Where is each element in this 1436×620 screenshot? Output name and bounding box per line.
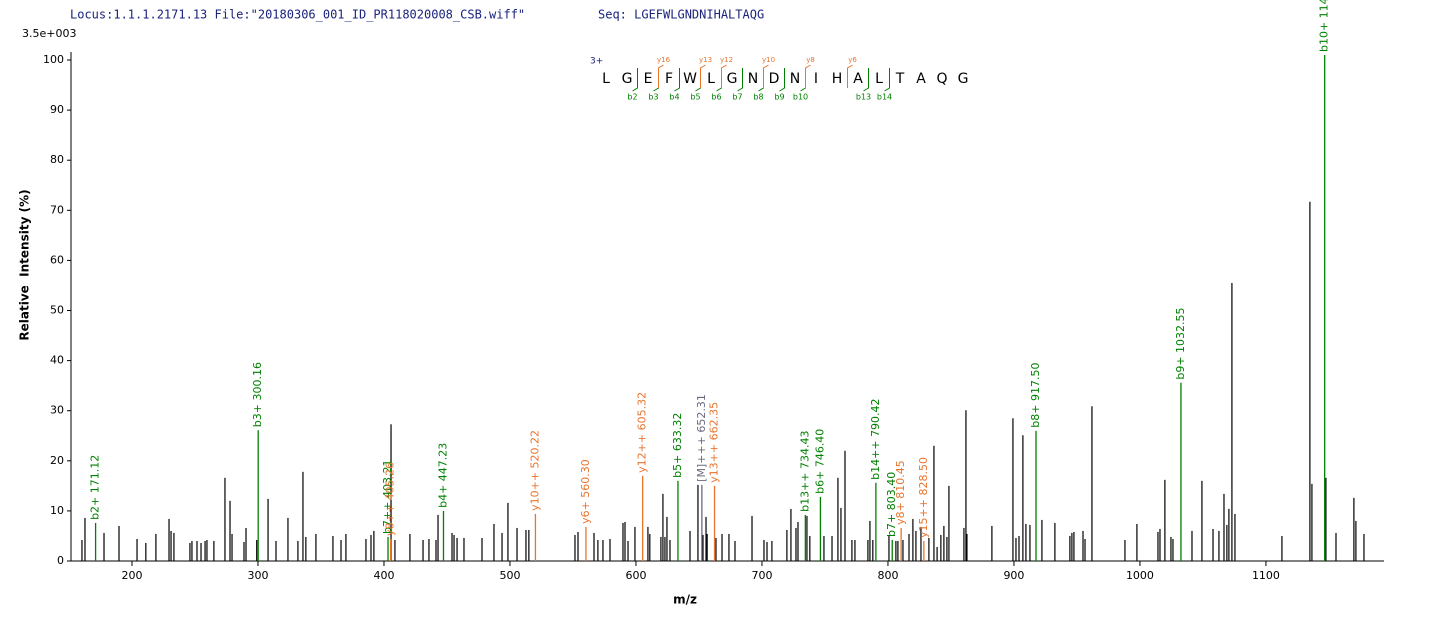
- residue: G: [727, 71, 738, 87]
- y-ion-label: y13: [699, 56, 712, 64]
- peak-label: y12++ 605.32: [636, 392, 649, 473]
- residue: N: [790, 71, 800, 87]
- x-tick-label: 200: [121, 569, 142, 582]
- y-bracket: [763, 64, 769, 88]
- b-ion-label: b14: [877, 93, 892, 102]
- peak-label: y8++ 405.26: [384, 462, 397, 536]
- scale-label: 3.5e+003: [22, 27, 76, 40]
- x-tick-label: 1000: [1126, 569, 1154, 582]
- peak-label: b4+ 447.23: [436, 443, 449, 508]
- residue: H: [832, 71, 843, 87]
- residue: E: [644, 71, 653, 87]
- y-bracket: [721, 64, 727, 88]
- x-tick-label: 800: [877, 569, 898, 582]
- y-ion-label: y6: [848, 56, 857, 64]
- peak-label: b5+ 633.32: [671, 413, 684, 478]
- peak-label: y15++ 828.50: [917, 457, 930, 538]
- b-ion-label: b9: [774, 93, 784, 102]
- residue: G: [622, 71, 633, 87]
- b-ion-label: b6: [711, 93, 721, 102]
- peak-label: b7+ 803.40: [885, 472, 898, 537]
- peak-label: b6+ 746.40: [813, 429, 826, 494]
- residue: W: [683, 71, 697, 87]
- peak-label: y6+ 560.30: [579, 459, 592, 524]
- b-bracket: [758, 68, 764, 92]
- b-bracket: [653, 68, 659, 92]
- y-bracket: [700, 64, 706, 88]
- residue: A: [853, 71, 863, 87]
- b-ion-label: b7: [732, 93, 742, 102]
- peak-label: y8+ 810.45: [894, 460, 907, 525]
- residue: D: [769, 71, 780, 87]
- y-ion-label: y10: [762, 56, 775, 64]
- y-tick-label: 20: [50, 454, 64, 467]
- b-bracket: [716, 68, 722, 92]
- peak-label: y10++ 520.22: [528, 430, 541, 511]
- residue: Q: [936, 71, 947, 87]
- y-tick-label: 60: [50, 253, 64, 266]
- y-bracket: [658, 64, 664, 88]
- peak-label: b13++ 734.43: [798, 431, 811, 512]
- b-bracket: [800, 68, 806, 92]
- y-tick-label: 0: [57, 554, 64, 567]
- b-bracket: [737, 68, 743, 92]
- x-axis-title: m/z: [673, 593, 697, 607]
- y-ion-label: y12: [720, 56, 733, 64]
- y-ion-label: y8: [806, 56, 815, 64]
- peak-label: y13++ 662.35: [708, 402, 721, 483]
- y-axis-title: Relative Intensity (%): [18, 189, 32, 340]
- b-bracket: [863, 68, 869, 92]
- residue: F: [665, 71, 673, 87]
- residue: A: [916, 71, 926, 87]
- b-ion-label: b4: [669, 93, 679, 102]
- residue: G: [958, 71, 969, 87]
- x-tick-label: 700: [751, 569, 772, 582]
- b-bracket: [779, 68, 785, 92]
- y-tick-label: 30: [50, 404, 64, 417]
- b-bracket: [674, 68, 680, 92]
- residue: L: [875, 71, 883, 87]
- b-bracket: [884, 68, 890, 92]
- charge: 3+: [590, 57, 603, 67]
- y-tick-label: 80: [50, 153, 64, 166]
- residue: T: [895, 71, 905, 87]
- x-tick-label: 300: [247, 569, 268, 582]
- y-tick-label: 40: [50, 354, 64, 367]
- y-tick-label: 100: [43, 53, 64, 66]
- peak-label: b10+ 1146.62: [1318, 0, 1331, 52]
- b-ion-label: b5: [690, 93, 700, 102]
- peak-label: b2+ 171.12: [89, 455, 102, 520]
- x-tick-label: 500: [499, 569, 520, 582]
- y-tick-label: 50: [50, 304, 64, 317]
- b-ion-label: b10: [793, 93, 808, 102]
- peak-label: b3+ 300.16: [251, 362, 264, 427]
- x-tick-label: 400: [373, 569, 394, 582]
- peak-label: b7++ 403.21: [381, 460, 394, 534]
- peak-label: b14++ 790.42: [869, 398, 882, 479]
- y-bracket: [805, 64, 811, 88]
- peak-label: b9+ 1032.55: [1174, 307, 1187, 379]
- header: Locus:1.1.1.2171.13 File:"20180306_001_I…: [70, 8, 525, 22]
- y-tick-label: 90: [50, 103, 64, 116]
- x-tick-label: 900: [1003, 569, 1024, 582]
- y-bracket: [847, 64, 853, 88]
- sequence-label: Seq: LGEFWLGNDNIHALTAQG: [598, 8, 764, 22]
- b-bracket: [632, 68, 638, 92]
- residue: I: [814, 71, 818, 87]
- x-tick-label: 1100: [1252, 569, 1280, 582]
- x-tick-label: 600: [625, 569, 646, 582]
- b-ion-label: b2: [627, 93, 637, 102]
- y-tick-label: 70: [50, 203, 64, 216]
- residue: L: [602, 71, 610, 87]
- residue: L: [707, 71, 715, 87]
- b-ion-label: b13: [856, 93, 871, 102]
- residue: N: [748, 71, 758, 87]
- b-ion-label: b3: [648, 93, 658, 102]
- y-tick-label: 10: [50, 504, 64, 517]
- y-ion-label: y16: [657, 56, 671, 64]
- peak-label: [M]+++ 652.31: [695, 394, 708, 482]
- b-ion-label: b8: [753, 93, 763, 102]
- peak-label: b8+ 917.50: [1029, 363, 1042, 428]
